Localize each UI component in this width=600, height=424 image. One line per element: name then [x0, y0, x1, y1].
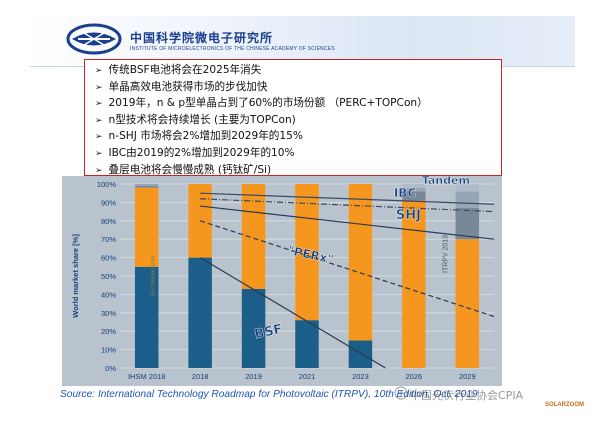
source-citation: Source: International Technology Roadmap… [60, 389, 478, 400]
bullet-item: ➢ 叠层电池将会慢慢成熟 (钙钛矿/Si) [95, 163, 501, 180]
market-share-chart: 0% 10% 20% 30% 40% 50% 60% 70% 80% 90% 100% World m… [62, 176, 502, 386]
bar-ibc [134, 184, 159, 186]
institute-logo-icon [66, 23, 122, 55]
trend-line-shj [200, 205, 495, 240]
y-tick-label: 70% [101, 235, 116, 244]
bar-bsf [295, 320, 319, 368]
bullet-marker: ➢ [95, 148, 103, 159]
bar-perx [455, 239, 480, 368]
series-label-bsf: BSF [253, 322, 284, 343]
y-tick-label: 80% [101, 217, 116, 226]
series-label-shj: SHJ [396, 208, 421, 223]
bullet-text: 传统BSF电池将会在2025年消失 [108, 64, 262, 76]
bar-ibc [455, 191, 480, 208]
y-tick-label: 10% [101, 346, 116, 355]
watermark-text: 中国光伏行业协会CPIA [410, 389, 524, 402]
slide-header: 中国科学院微电子研究所 INSTITUTE OF MICROELECTRONIC… [30, 16, 575, 67]
bullet-marker: ➢ [95, 82, 103, 93]
bar-bsf [348, 340, 373, 368]
bullet-marker: ➢ [95, 115, 103, 126]
bullet-item: ➢ 2019年，n & p型单晶占到了60%的市场份额 （PERC+TOPCon） [95, 96, 501, 113]
bar-perx [134, 187, 159, 267]
org-name: 中国科学院微电子研究所 [130, 31, 274, 45]
bullet-item: ➢ 传统BSF电池将会在2025年消失 [95, 63, 501, 80]
bullet-marker: ➢ [95, 66, 103, 76]
bar-bsf [188, 257, 212, 368]
series-label-ibc: IBC [394, 186, 417, 200]
x-tick-label: 2029 [459, 372, 476, 381]
y-tick-label: 0% [105, 364, 116, 373]
bullet-text: 2019年，n & p型单晶占到了60%的市场份额 （PERC+TOPCon） [108, 97, 428, 110]
bullet-item: ➢ n型技术将会持续增长 (主要为TOPCon) [95, 113, 501, 130]
y-tick-label: 20% [101, 327, 116, 336]
bar-tandem [455, 184, 480, 192]
bar-perx [348, 184, 373, 341]
x-tick-label: 2019 [245, 372, 262, 381]
bullet-marker: ➢ [95, 99, 103, 110]
bullet-item: ➢ IBC由2019的2%增加到2029年的10% [95, 146, 501, 163]
x-tick-label: 2021 [299, 372, 316, 381]
bullet-text: n型技术将会持续增长 (主要为TOPCon) [108, 113, 296, 126]
bar-perx [402, 200, 426, 368]
bar-tandem [402, 184, 426, 188]
bar-shj [402, 191, 426, 201]
bullet-marker: ➢ [95, 132, 103, 143]
y-tick-label: 50% [101, 272, 116, 281]
bullet-text: IBC由2019的2%增加到2029年的10% [108, 146, 295, 159]
trend-line-tandem [200, 192, 495, 205]
x-tick-label: 2023 [352, 372, 369, 381]
y-tick-label: 40% [101, 290, 116, 299]
bar-shj [455, 207, 480, 240]
watermark-small: SOLARZOOM [545, 402, 584, 408]
watermark-logo-icon [394, 386, 408, 400]
trend-line-ibc [200, 198, 495, 213]
series-label-tandem: Tandem [422, 176, 470, 187]
bullet-marker: ➢ [95, 165, 103, 176]
shj-market-data-annotation: SHJ Market data [150, 255, 156, 297]
bar-bsf [134, 266, 159, 368]
bullet-text: 叠层电池将会慢慢成熟 (钙钛矿/Si) [108, 163, 272, 176]
bar-ibc [402, 187, 426, 192]
bar-perx [241, 184, 266, 289]
bar-shj [134, 185, 159, 188]
org-subtitle: INSTITUTE OF MICROELECTRONICS OF THE CHI… [130, 46, 335, 52]
bullet-text: n-SHJ 市场将会2%增加到2029年的15% [108, 130, 303, 143]
itrpv-annotation: ITRPV 2019 [443, 235, 450, 273]
trend-line-bsf [199, 257, 386, 369]
bullet-text: 单晶高效电池获得市场的步伐加快 [108, 80, 268, 93]
y-tick-label: 100% [97, 180, 117, 189]
y-tick-label: 30% [101, 309, 116, 318]
trend-line-perx [199, 220, 495, 318]
bullet-item: ➢ 单晶高效电池获得市场的步伐加快 [95, 80, 501, 97]
bar-bsf [241, 288, 266, 368]
y-tick-label: 90% [101, 198, 116, 207]
x-tick-label: 2026 [406, 372, 423, 381]
chart-background [62, 176, 502, 386]
bullet-box: ➢ 传统BSF电池将会在2025年消失 ➢ 单晶高效电池获得市场的步伐加快 ➢ 201… [84, 59, 502, 176]
x-tick-label: IHSM 2018 [128, 372, 166, 381]
bullet-item: ➢ n-SHJ 市场将会2%增加到2029年的15% [95, 129, 501, 146]
y-tick-label: 60% [101, 254, 116, 263]
x-tick-label: 2018 [192, 372, 209, 381]
y-axis-label: World market share [%] [71, 234, 80, 318]
